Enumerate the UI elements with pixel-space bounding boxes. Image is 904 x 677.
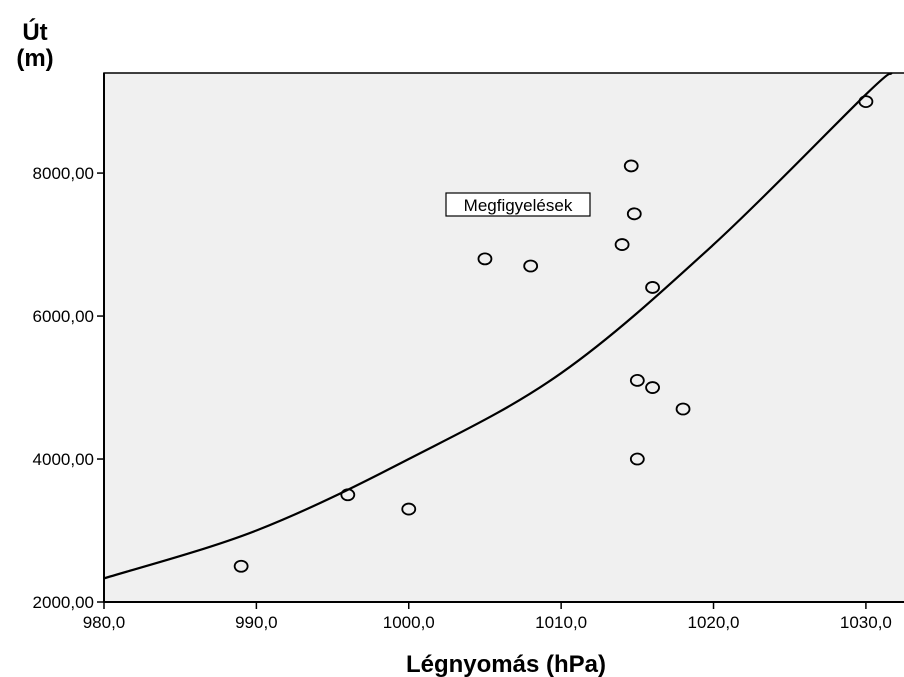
data-point: [675, 402, 691, 416]
y-tick-layer: 2000,00 4000,00 6000,00 8000,00: [33, 164, 104, 612]
data-point: [401, 502, 417, 516]
plot-area: [103, 72, 904, 603]
data-point: [626, 207, 642, 221]
x-axis-title: Légnyomás (hPa): [406, 651, 606, 677]
x-tick-layer: 980,0 990,0 1000,0 1010,0 1020,0 1030,0: [83, 602, 892, 632]
data-point: [858, 95, 874, 108]
legend-box: [445, 192, 591, 217]
data-point: [645, 281, 660, 294]
fit-curve: [103, 72, 893, 580]
x-tick-label: 1000,0: [383, 613, 435, 632]
data-point: [523, 259, 539, 273]
data-point: [629, 373, 645, 387]
x-tick-label: 1030,0: [840, 613, 892, 632]
data-point: [645, 381, 660, 394]
x-tick-label: 1020,0: [688, 613, 740, 632]
legend: Megfigyelések: [445, 192, 591, 217]
y-axis-title-line2: (m): [16, 45, 53, 72]
x-tick-label: 990,0: [235, 613, 278, 632]
data-points-layer: [233, 95, 874, 573]
legend-label: Megfigyelések: [464, 196, 573, 215]
y-tick-label: 4000,00: [33, 450, 94, 469]
y-tick-label: 8000,00: [33, 164, 94, 183]
x-tick-label: 1010,0: [535, 613, 587, 632]
y-axis-title-line1: Út: [22, 18, 47, 46]
data-point: [629, 452, 645, 466]
data-point: [477, 252, 493, 266]
data-point: [614, 238, 630, 251]
data-point: [623, 159, 639, 173]
data-point: [340, 488, 356, 502]
fit-curve-layer: [103, 72, 893, 580]
x-tick-label: 980,0: [83, 613, 126, 632]
data-point: [233, 559, 249, 573]
y-tick-label: 6000,00: [33, 307, 94, 326]
y-tick-label: 2000,00: [33, 593, 94, 612]
axes-layer: [103, 73, 904, 603]
